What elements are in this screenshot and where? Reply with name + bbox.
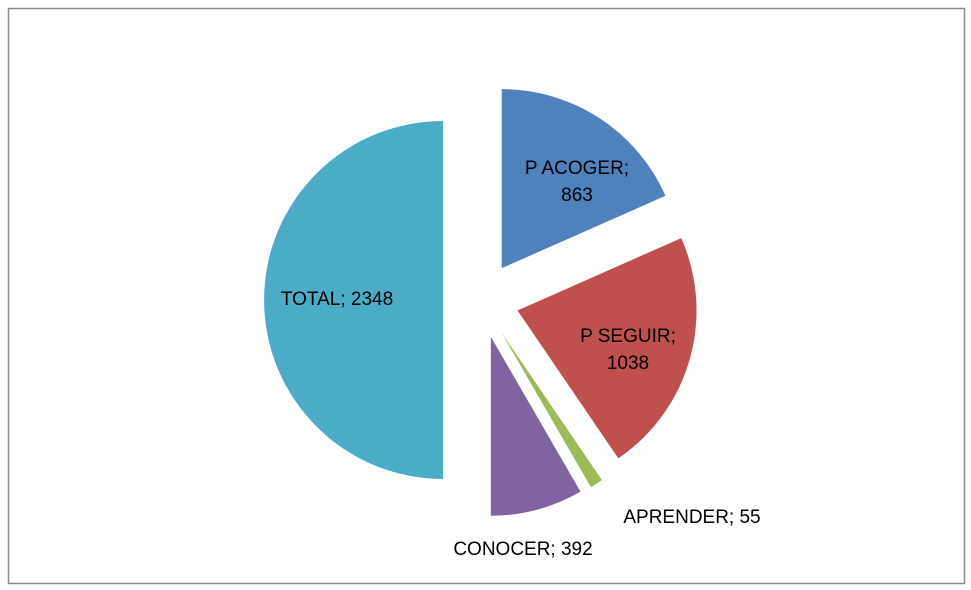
- data-label: P SEGUIR; 1038: [580, 326, 676, 374]
- data-label: APRENDER; 55: [623, 507, 760, 528]
- label-line: 1038: [607, 353, 649, 374]
- label-line: 863: [561, 185, 593, 206]
- data-label: CONOCER; 392: [453, 539, 592, 560]
- pie-slice: [501, 332, 603, 488]
- pie-slice: [264, 121, 443, 479]
- data-label: TOTAL; 2348: [281, 289, 393, 310]
- data-label: P ACOGER; 863: [525, 158, 629, 206]
- pie-slice: [517, 238, 697, 459]
- chart-frame: [7, 7, 966, 585]
- pie-slice: [490, 336, 581, 516]
- label-line: P ACOGER;: [525, 158, 629, 179]
- pie-slice: [501, 89, 666, 269]
- label-line: P SEGUIR;: [580, 326, 676, 347]
